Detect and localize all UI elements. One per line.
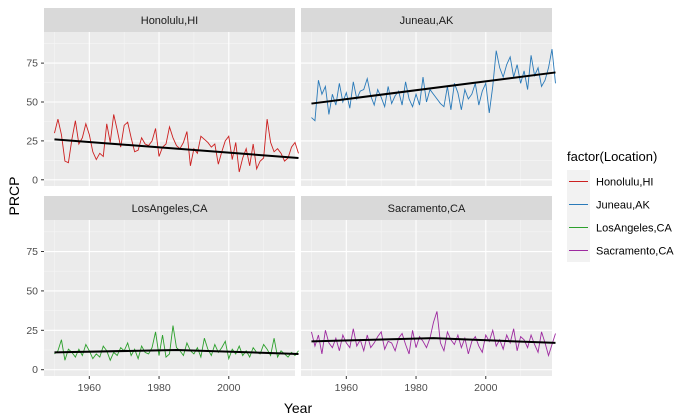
facet-panel-losangeles: LosAngeles,CA [44,196,295,376]
legend-label: LosAngeles,CA [596,223,672,235]
legend: factor(Location) Honolulu,HI Juneau,AK Los… [567,149,674,262]
facet-panel-juneau: Juneau,AK [301,8,552,186]
trend-line-2 [54,349,299,355]
panel-background [301,32,552,186]
series-line-3 [311,311,556,358]
series-line-1 [311,49,556,122]
panel-background [301,220,552,376]
y-tick-label: 50 [26,97,38,109]
facet-strip-label: Honolulu,HI [141,15,198,27]
trend-line-3 [311,337,556,344]
series-line-0 [54,114,299,173]
y-tick-label: 25 [26,325,38,337]
trend-line-0 [54,138,299,159]
panel-background [44,32,295,186]
y-tick-label: 0 [32,364,38,376]
y-tick-label: 75 [26,58,38,70]
y-tick-label: 50 [26,285,38,297]
facet-panel-honolulu: Honolulu,HI [44,8,295,186]
y-tick-label: 25 [26,135,38,147]
legend-label: Sacramento,CA [596,246,674,258]
axis-ticks: 0 25 50 75 0 25 50 75 1960 1980 2000 1960 1980 2000 [26,58,497,394]
x-tick-label: 2000 [474,382,498,394]
x-tick-label: 1960 [335,382,359,394]
y-tick-label: 75 [26,246,38,258]
x-tick-label: 1980 [147,382,171,394]
x-axis-title: Year [284,400,313,416]
y-axis-title: PRCP [6,177,22,216]
facet-strip-label: Juneau,AK [400,15,454,27]
facet-strip-label: Sacramento,CA [388,203,466,215]
series-lines [54,49,556,362]
facet-strip-label: LosAngeles,CA [132,203,208,215]
trend-line-1 [311,71,556,105]
y-tick-label: 0 [32,174,38,186]
legend-label: Juneau,AK [596,200,650,212]
x-tick-label: 1980 [404,382,428,394]
x-tick-label: 1960 [78,382,102,394]
legend-label: Honolulu,HI [596,177,653,189]
legend-title: factor(Location) [567,149,657,164]
x-tick-label: 2000 [217,382,241,394]
